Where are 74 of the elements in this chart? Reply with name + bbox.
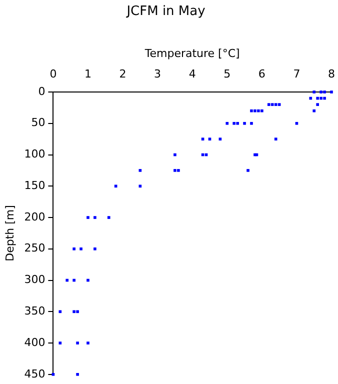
point: [201, 138, 204, 140]
point: [138, 169, 142, 172]
x-axis-title: Temperature [°C]: [144, 47, 240, 60]
point: [246, 169, 250, 172]
point: [267, 103, 270, 106]
point: [323, 90, 326, 94]
point: [236, 122, 239, 125]
x-tick-label: 2: [119, 67, 126, 80]
point: [107, 216, 110, 219]
point: [316, 96, 319, 100]
x-tick-label: 3: [154, 67, 162, 80]
point: [295, 122, 298, 125]
point: [312, 90, 316, 94]
point: [52, 372, 55, 376]
x-tick-label: 5: [224, 67, 231, 80]
point: [86, 216, 90, 219]
point: [323, 96, 326, 100]
point: [94, 216, 96, 219]
point: [320, 96, 322, 100]
y-tick-label: 200: [24, 210, 46, 224]
x-tick-label: 8: [328, 67, 335, 80]
point: [94, 247, 96, 250]
point: [243, 122, 246, 125]
point: [330, 90, 333, 94]
point: [114, 184, 118, 188]
point: [232, 122, 236, 125]
y-tick-label: 300: [24, 273, 46, 286]
y-tick-label: 400: [24, 336, 46, 349]
point: [174, 169, 176, 172]
point: [270, 103, 274, 106]
point: [58, 310, 62, 314]
x-tick-label: 4: [188, 67, 196, 80]
point: [274, 103, 278, 106]
x-tick-label: 6: [258, 67, 266, 80]
y-tick-label: 450: [24, 367, 46, 380]
point: [72, 278, 76, 282]
point: [312, 109, 316, 112]
point: [309, 96, 312, 100]
point: [72, 247, 76, 250]
point: [257, 109, 260, 112]
chart-title: JCFM in May: [126, 4, 206, 20]
x-tick-label: 0: [50, 67, 57, 80]
point: [316, 103, 319, 106]
y-tick-label: 50: [31, 116, 46, 130]
y-tick-label: 150: [24, 178, 46, 192]
point: [138, 184, 142, 188]
x-tick-label: 1: [84, 67, 92, 80]
point: [86, 342, 90, 344]
point: [218, 138, 222, 140]
point: [86, 278, 90, 282]
x-tick-label: 7: [293, 67, 300, 80]
point: [76, 310, 79, 314]
point: [72, 310, 76, 314]
point: [260, 109, 264, 112]
y-tick-label: 0: [38, 84, 46, 98]
y-tick-label: 100: [24, 148, 46, 161]
point: [80, 247, 82, 250]
y-tick-label: 350: [24, 304, 46, 318]
point: [58, 342, 62, 344]
y-tick-label: 250: [24, 242, 46, 255]
point: [274, 138, 278, 140]
point: [226, 122, 229, 125]
point: [76, 342, 79, 344]
point: [208, 138, 212, 140]
point: [278, 103, 281, 106]
y-axis-title: Depth [m]: [3, 205, 16, 262]
point: [320, 90, 322, 94]
point: [177, 169, 180, 172]
point: [254, 109, 256, 112]
point: [66, 278, 69, 282]
point: [250, 122, 253, 125]
point: [76, 372, 79, 376]
point: [174, 153, 176, 156]
point: [250, 109, 253, 112]
